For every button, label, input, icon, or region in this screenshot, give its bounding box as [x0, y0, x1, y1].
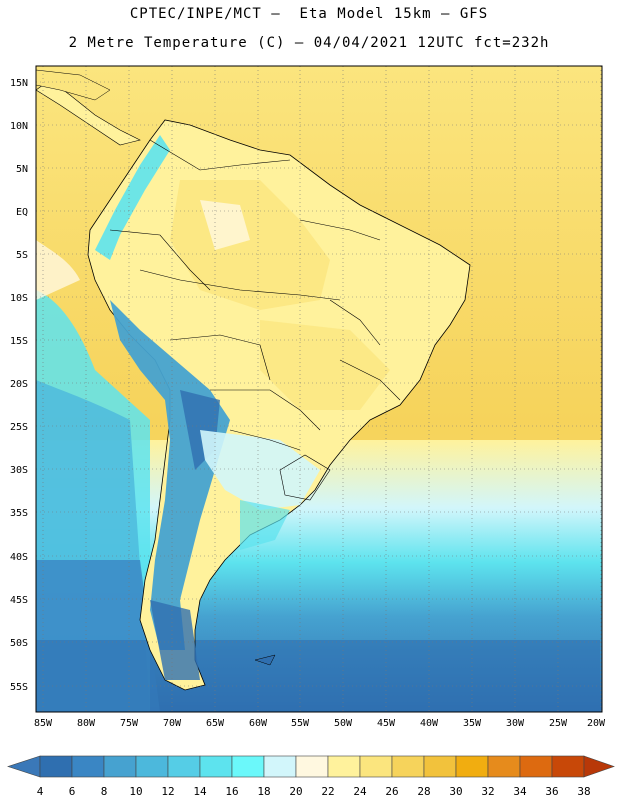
colorbar-swatch: [359, 755, 393, 778]
lon-label: 40W: [420, 718, 439, 729]
colorbar-tick-label: 38: [577, 785, 590, 798]
colorbar-tick-label: 10: [129, 785, 142, 798]
lon-label: 55W: [291, 718, 310, 729]
title-line-2: 2 Metre Temperature (C) – 04/04/2021 12U…: [68, 35, 550, 51]
colorbar-tick-label: 4: [37, 785, 44, 798]
colorbar-tick-label: 14: [193, 785, 207, 798]
colorbar-right-arrow: [583, 755, 615, 778]
colorbar-swatch: [327, 755, 361, 778]
colorbar-swatch: [167, 755, 201, 778]
lat-label: 5N: [16, 164, 28, 175]
map-frame: [35, 65, 603, 713]
lon-label: 65W: [206, 718, 225, 729]
colorbar-tick-label: 30: [449, 785, 462, 798]
lat-label: EQ: [16, 207, 28, 218]
lon-label: 20W: [587, 718, 606, 729]
lon-label: 60W: [249, 718, 268, 729]
lat-label: 10S: [10, 293, 28, 304]
falkland-islands: [254, 654, 276, 666]
colorbar-tick-label: 24: [353, 785, 367, 798]
colorbar-tick-label: 20: [289, 785, 302, 798]
lon-label: 30W: [506, 718, 525, 729]
colorbar-tick-label: 22: [321, 785, 334, 798]
latitude-labels: 15N 10N 5N EQ 5S 10S 15S 20S 25S 30S 35S…: [10, 78, 28, 693]
title-line-1: CPTEC/INPE/MCT – Eta Model 15km – GFS: [129, 6, 489, 22]
lon-label: 25W: [549, 718, 568, 729]
lat-label: 15S: [10, 336, 28, 347]
colorbar-swatch: [71, 755, 105, 778]
colorbar-tick-label: 32: [481, 785, 494, 798]
lon-label: 75W: [120, 718, 139, 729]
colorbar-swatch: [295, 755, 329, 778]
lat-label: 5S: [16, 250, 28, 261]
colorbar-swatch: [551, 755, 585, 778]
colorbar-swatch: [231, 755, 265, 778]
colorbar-tick-label: 36: [545, 785, 558, 798]
colorbar-tick-label: 12: [161, 785, 174, 798]
lat-label: 10N: [10, 121, 28, 132]
colorbar-tick-label: 26: [385, 785, 398, 798]
lon-label: 50W: [334, 718, 353, 729]
colorbar-tick-label: 28: [417, 785, 430, 798]
colorbar: 4 6 8 10 12 14 16 18 20 22 24 26 28 30 32 34 36 38: [7, 755, 615, 798]
lat-label: 55S: [10, 682, 28, 693]
colorbar-tick-label: 6: [69, 785, 76, 798]
lat-label: 30S: [10, 465, 28, 476]
colorbar-swatch: [263, 755, 297, 778]
colorbar-swatch: [519, 755, 553, 778]
colorbar-left-arrow: [7, 755, 41, 778]
southern-cone-cool: [110, 300, 230, 650]
lat-label: 50S: [10, 638, 28, 649]
lat-label: 20S: [10, 379, 28, 390]
colorbar-swatch: [391, 755, 425, 778]
lat-label: 15N: [10, 78, 28, 89]
colorbar-swatch: [135, 755, 169, 778]
colorbar-tick-label: 8: [101, 785, 108, 798]
lat-label: 45S: [10, 595, 28, 606]
lat-label: 40S: [10, 552, 28, 563]
lat-label: 35S: [10, 508, 28, 519]
colorbar-swatch: [455, 755, 489, 778]
longitude-labels: 85W 80W 75W 70W 65W 60W 55W 50W 45W 40W …: [34, 718, 606, 729]
colorbar-tick-label: 34: [513, 785, 527, 798]
colorbar-tick-label: 16: [225, 785, 238, 798]
lon-label: 70W: [163, 718, 182, 729]
andes-cool-band: [95, 135, 170, 260]
colorbar-swatch: [199, 755, 233, 778]
colorbar-swatch: [103, 755, 137, 778]
colorbar-tick-label: 18: [257, 785, 270, 798]
colorbar-swatch: [39, 755, 73, 778]
colorbar-swatch: [423, 755, 457, 778]
lon-label: 45W: [377, 718, 396, 729]
lat-label: 25S: [10, 422, 28, 433]
lon-label: 85W: [34, 718, 53, 729]
lon-label: 35W: [463, 718, 482, 729]
lon-label: 80W: [77, 718, 96, 729]
colorbar-swatch: [487, 755, 521, 778]
